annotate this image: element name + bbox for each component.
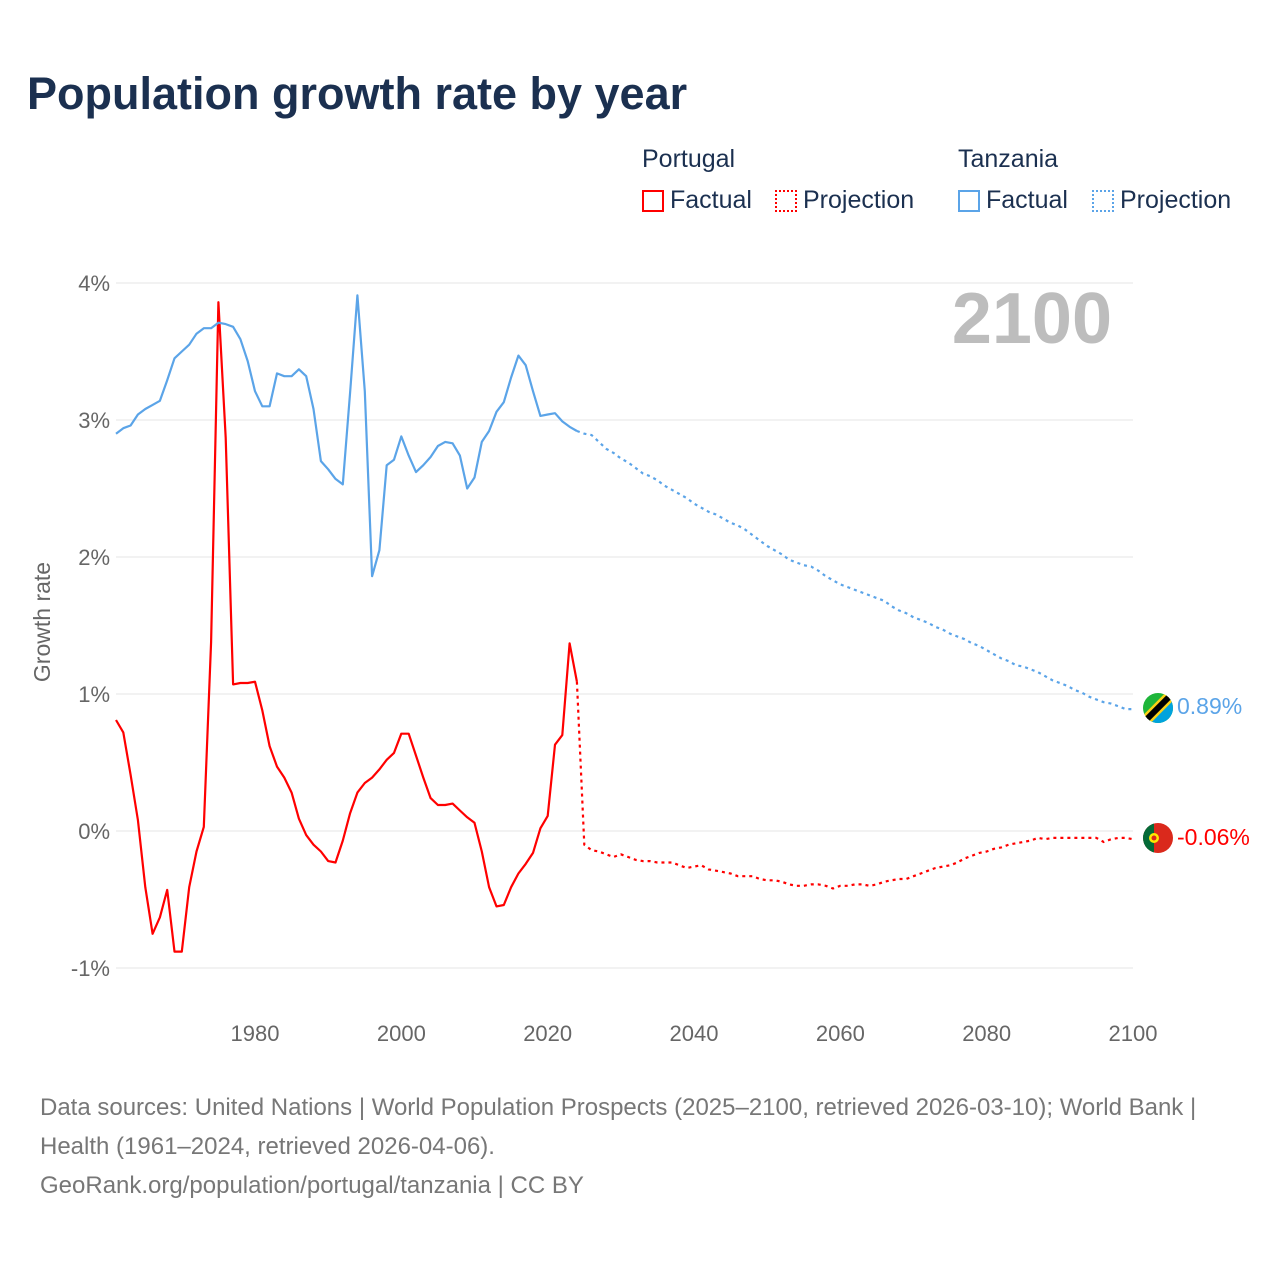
legend-group-tanzania: Tanzania	[958, 145, 1059, 173]
legend-swatch-solid-red	[642, 189, 664, 212]
y-tick-label: 3%	[78, 408, 110, 433]
x-tick-label: 2040	[670, 1021, 719, 1046]
legend-swatch-solid-blue	[958, 189, 980, 212]
portugal-end-label: -0.06%	[1177, 824, 1250, 850]
page-title: Population growth rate by year	[27, 68, 688, 119]
y-axis-title: Growth rate	[29, 562, 55, 682]
y-tick-label: 0%	[78, 819, 110, 844]
series-line-tanzania-factual	[115, 294, 578, 578]
tanzania-end-label: 0.89%	[1177, 693, 1242, 719]
source-note: Data sources: United Nations | World Pop…	[40, 1088, 1240, 1205]
series-line-portugal-factual	[115, 301, 578, 953]
legend-group-portugal: Portugal	[642, 145, 736, 173]
legend-tanzania-projection[interactable]: Projection	[1092, 186, 1231, 215]
x-tick-label: 2020	[523, 1021, 572, 1046]
x-tick-label: 2080	[962, 1021, 1011, 1046]
legend-swatch-dotted-red	[775, 189, 797, 212]
y-tick-label: 1%	[78, 682, 110, 707]
x-tick-label: 2060	[816, 1021, 865, 1046]
y-tick-label: 2%	[78, 545, 110, 570]
y-tick-label: -1%	[71, 956, 110, 981]
legend-label: Projection	[1120, 186, 1232, 214]
legend-portugal-projection[interactable]: Projection	[775, 186, 914, 215]
portugal-flag-icon	[1143, 823, 1173, 853]
tanzania-flag-icon	[1143, 693, 1173, 723]
current-year-label: 2100	[952, 279, 1112, 359]
series-line-portugal-projection	[575, 681, 1134, 890]
x-tick-label: 2000	[377, 1021, 426, 1046]
legend-swatch-dotted-blue	[1092, 189, 1114, 212]
series-line-tanzania-projection	[576, 429, 1133, 711]
x-tick-label: 2100	[1109, 1021, 1158, 1046]
x-tick-label: 1980	[231, 1021, 280, 1046]
legend-label: Projection	[803, 186, 915, 214]
y-tick-label: 4%	[78, 271, 110, 296]
data-sources: Data sources: United Nations | World Pop…	[40, 1094, 1197, 1160]
legend-label: Factual	[986, 186, 1068, 214]
legend-tanzania-factual[interactable]: Factual	[958, 186, 1068, 215]
legend-label: Factual	[670, 186, 752, 214]
attribution-link[interactable]: GeoRank.org/population/portugal/tanzania…	[40, 1172, 584, 1199]
legend-portugal-factual[interactable]: Factual	[642, 186, 752, 215]
